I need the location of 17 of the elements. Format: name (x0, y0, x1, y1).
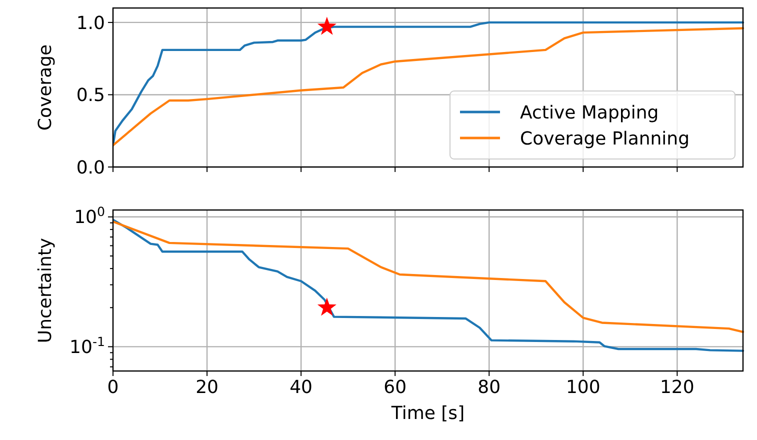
x-tick-label: 80 (478, 377, 501, 398)
legend-label: Coverage Planning (520, 128, 690, 150)
x-tick-label: 20 (196, 377, 218, 398)
x-tick-label: 120 (660, 377, 694, 398)
x-tick-label: 100 (566, 377, 600, 398)
y-axis-title: Uncertainty (35, 238, 56, 344)
x-axis-title: Time [s] (390, 403, 465, 424)
y-axis-title: Coverage (35, 44, 56, 131)
y-tick-label: 10$^{-1}$ (70, 334, 105, 358)
y-tick-label: 0.0 (76, 157, 105, 178)
x-tick-label: 0 (107, 377, 119, 398)
y-tick-label: 10$^{0}$ (74, 204, 105, 228)
y-tick-label: 1.0 (76, 12, 105, 34)
x-tick-label: 40 (290, 377, 313, 398)
legend-label: Active Mapping (520, 102, 659, 124)
x-tick-label: 60 (384, 377, 407, 398)
y-tick-label: 0.5 (76, 85, 105, 106)
